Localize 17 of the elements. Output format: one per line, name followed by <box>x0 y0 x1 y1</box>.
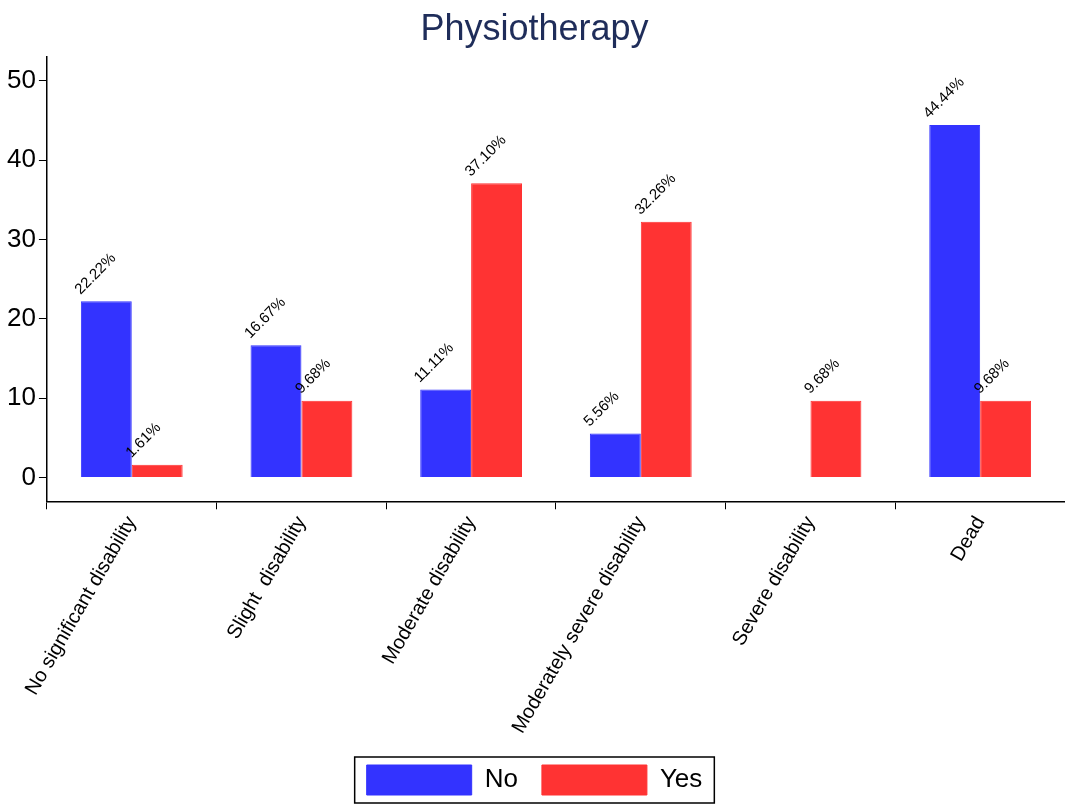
bar <box>980 400 1032 477</box>
y-tick-label: 40 <box>7 143 36 174</box>
legend-label: Yes <box>659 763 703 794</box>
bar <box>589 433 641 477</box>
y-tick-label: 10 <box>7 381 36 412</box>
legend-label: No <box>484 763 518 794</box>
bar <box>810 400 862 477</box>
y-tick-label: 0 <box>21 460 36 491</box>
bar <box>301 400 353 477</box>
y-tick-label: 20 <box>7 302 36 333</box>
y-tick-label: 50 <box>7 64 36 95</box>
y-tick-label: 30 <box>7 222 36 253</box>
bar <box>471 183 523 477</box>
bar <box>131 464 183 477</box>
bar <box>640 221 692 477</box>
chart-title: Physiotherapy <box>420 6 649 48</box>
bar <box>420 389 472 477</box>
